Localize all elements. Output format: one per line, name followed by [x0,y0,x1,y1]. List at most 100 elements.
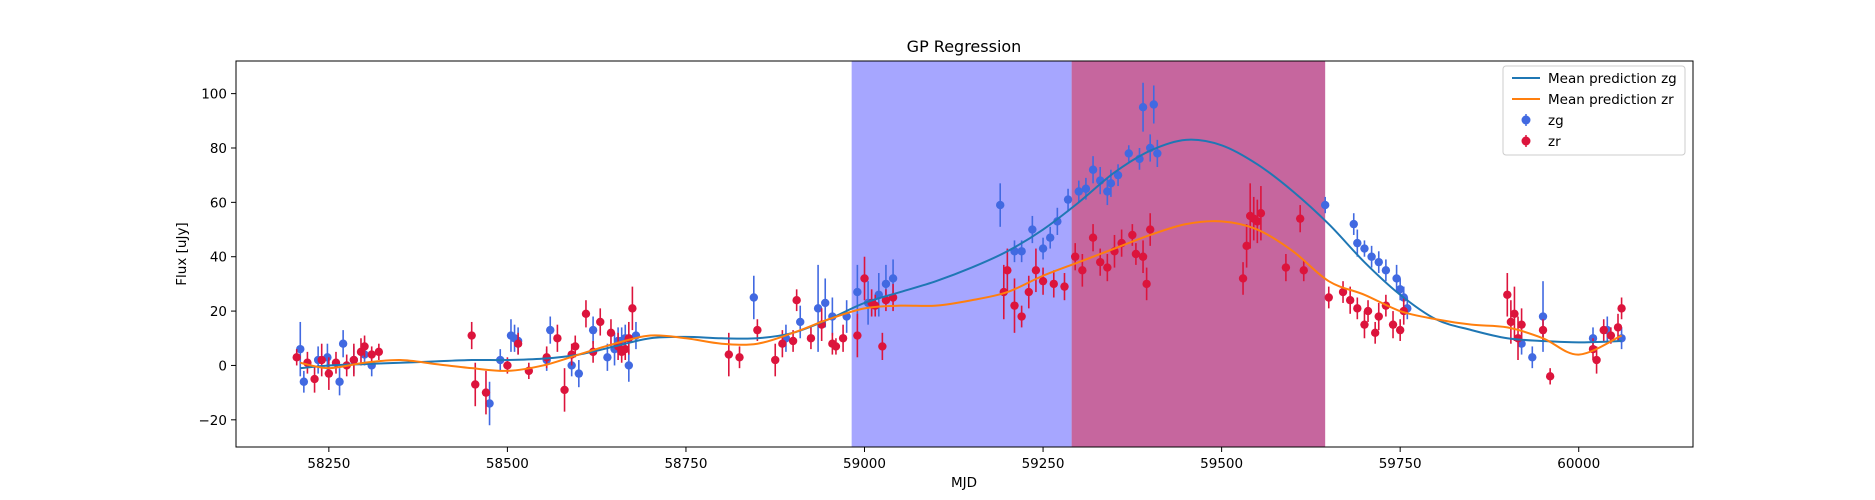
point-zr-43 [838,334,848,343]
y-tick-label-5: 80 [210,141,227,157]
chart-title: GP Regression [907,37,1022,56]
legend-label-zg: zg [1548,113,1564,129]
point-zg-4 [335,377,344,386]
point-zr-44 [853,331,862,340]
point-zg-61 [1353,238,1362,248]
point-zg-50 [1103,187,1112,196]
point-zr-81 [1324,293,1333,302]
point-zg-36 [881,279,891,289]
x-tick-label-3: 59000 [843,456,886,472]
point-zg-19 [603,353,612,362]
point-zg-44 [1053,217,1062,226]
point-zr-85 [1360,320,1369,329]
point-zr-53 [1010,301,1019,310]
x-tick-label-4: 59250 [1022,456,1065,472]
point-zg-26 [749,293,759,302]
y-tick-label-4: 60 [210,195,227,211]
point-zr-2 [310,374,319,384]
point-zg-47 [1081,184,1091,193]
point-zr-55 [1024,287,1033,297]
point-zg-24 [624,361,634,370]
point-zg-63 [1367,252,1376,261]
point-zg-9 [485,399,494,408]
point-zr-49 [881,296,891,305]
point-zr-0 [292,353,301,362]
point-zr-61 [1078,266,1087,275]
point-zr-79 [1295,214,1305,223]
point-zr-101 [1592,355,1601,365]
point-zr-59 [1060,282,1069,291]
x-tick-label-5: 59500 [1200,456,1243,472]
plot-area [292,82,1626,426]
point-zr-69 [1138,252,1148,261]
point-zr-99 [1545,372,1555,381]
point-zg-67 [1395,285,1405,294]
point-zg-65 [1381,266,1391,275]
point-zr-23 [581,309,591,319]
legend-label-mean-zr: Mean prediction zr [1548,92,1674,108]
point-zr-64 [1103,263,1112,272]
x-tick-label-0: 58250 [307,456,350,472]
point-zg-72 [1538,312,1548,321]
point-zg-18 [588,325,598,335]
point-zr-91 [1395,325,1405,335]
point-zr-103 [1606,331,1616,340]
point-zr-33 [735,353,744,362]
mean-line-0 [300,138,1622,370]
point-zg-43 [1046,233,1055,242]
point-zr-52 [1003,266,1012,275]
y-tick-label-3: 40 [210,250,227,266]
point-zr-58 [1049,279,1058,289]
y-axis-label: Flux [uJy] [174,222,190,285]
series-zr [292,183,1626,415]
point-zr-13 [471,380,480,389]
legend-label-zr: zr [1548,134,1561,150]
point-zr-98 [1538,325,1548,335]
point-zg-48 [1088,165,1098,174]
point-zg-60 [1349,219,1358,229]
point-zr-83 [1345,296,1355,305]
axis-ticks: 58250 58500 58750 59000 59250 59500 59750 60000… [199,87,1601,472]
shaded-regions [851,61,1326,447]
point-zr-9 [360,342,369,351]
x-axis-label: MJD [951,475,977,491]
point-zr-37 [788,336,798,346]
point-zr-70 [1142,279,1151,289]
point-zr-90 [1388,320,1398,329]
point-zg-51 [1106,179,1116,188]
point-zr-32 [724,350,734,359]
legend: Mean prediction zg Mean prediction zr zg… [1502,65,1686,156]
point-zr-39 [806,334,816,343]
legend-box [1502,65,1686,156]
point-zr-94 [1506,317,1516,327]
point-zr-104 [1613,323,1623,332]
shaded-region-0 [851,61,1072,447]
y-tick-label-0: −20 [199,413,228,429]
point-zg-28 [796,317,805,327]
point-zr-16 [513,339,523,348]
legend-marker-zg [1521,115,1531,125]
point-zr-3 [317,355,326,365]
point-zr-68 [1131,249,1141,259]
shaded-region-1 [1071,61,1326,447]
point-zg-62 [1360,244,1369,253]
point-zr-93 [1503,290,1512,299]
point-zg-30 [821,298,830,308]
y-tick-label-6: 100 [201,87,227,103]
point-zg-15 [546,325,555,335]
point-zr-73 [1242,241,1251,251]
point-zg-52 [1113,170,1123,180]
point-zr-36 [778,339,787,348]
point-zr-87 [1370,328,1380,338]
point-zg-17 [574,369,584,378]
point-zg-42 [1038,244,1048,253]
point-zr-67 [1128,230,1137,240]
point-zr-15 [503,361,512,370]
point-zg-58 [1153,149,1162,158]
point-zr-97 [1517,320,1526,329]
point-zr-86 [1363,306,1373,316]
point-zr-34 [753,325,762,335]
point-zg-37 [888,274,898,283]
point-zr-31 [628,304,637,313]
point-zr-76 [1253,217,1262,226]
